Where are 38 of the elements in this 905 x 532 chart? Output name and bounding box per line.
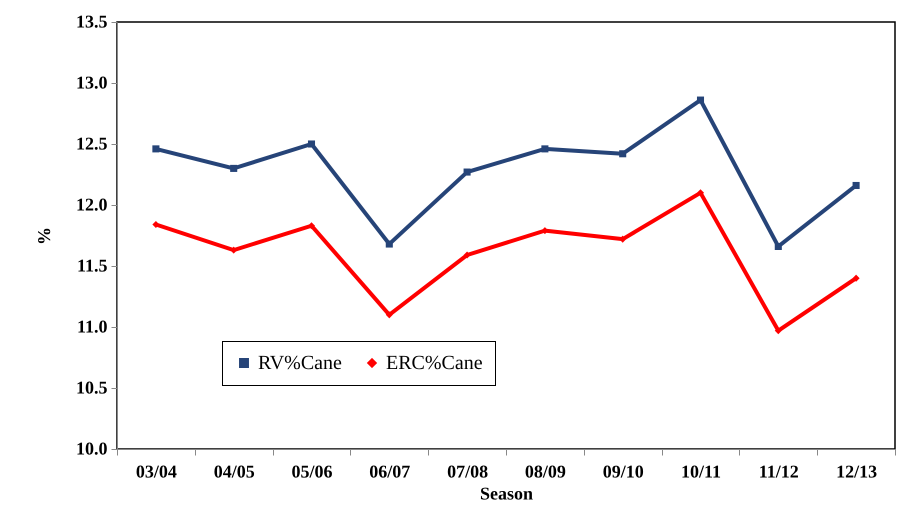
legend-label: RV%Cane xyxy=(258,352,342,374)
y-tick-label: 10.0 xyxy=(76,438,108,458)
x-axis-title: Season xyxy=(480,484,534,504)
x-tick-label: 06/07 xyxy=(369,462,410,482)
x-tick-label: 11/12 xyxy=(758,462,799,482)
x-tick-label: 04/05 xyxy=(214,462,255,482)
y-tick-label: 11.0 xyxy=(76,316,108,336)
point xyxy=(152,220,160,228)
point xyxy=(774,327,782,334)
y-tick-label: 10.5 xyxy=(76,378,108,398)
y-axis-title: % xyxy=(34,227,54,245)
x-tick-label: 05/06 xyxy=(291,462,333,482)
legend-label: ERC%Cane xyxy=(386,352,483,374)
point xyxy=(696,189,704,196)
point xyxy=(386,240,393,248)
point xyxy=(152,145,160,152)
point xyxy=(230,246,238,254)
point xyxy=(619,150,626,158)
point xyxy=(386,311,393,318)
x-tick-label: 07/08 xyxy=(447,462,488,482)
y-tick-label: 13.0 xyxy=(76,72,108,92)
y-tick-label: 12.0 xyxy=(76,194,108,214)
point xyxy=(308,140,316,148)
point xyxy=(852,182,860,190)
y-tick-label: 13.5 xyxy=(76,12,108,32)
point xyxy=(464,168,471,176)
point xyxy=(852,274,860,282)
x-tick-label: 10/11 xyxy=(680,462,722,482)
point xyxy=(774,242,782,250)
point xyxy=(696,96,704,104)
y-tick-label: 11.5 xyxy=(76,256,108,276)
x-tick-label: 08/09 xyxy=(524,462,566,482)
point xyxy=(230,164,238,172)
y-tick-label: 12.5 xyxy=(76,134,108,154)
x-tick-label: 03/04 xyxy=(136,462,177,482)
point xyxy=(541,145,548,152)
x-tick-label: 12/13 xyxy=(836,462,878,482)
x-tick-label: 09/10 xyxy=(602,462,644,482)
